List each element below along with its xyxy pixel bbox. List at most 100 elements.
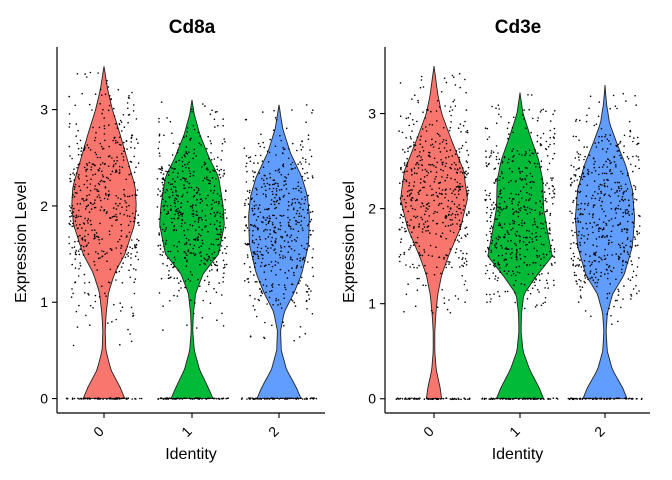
data-point bbox=[532, 152, 535, 155]
data-point bbox=[540, 144, 543, 146]
data-point bbox=[641, 397, 643, 400]
data-point bbox=[613, 161, 616, 163]
data-point bbox=[107, 194, 110, 196]
data-point bbox=[455, 150, 458, 152]
data-point bbox=[531, 152, 533, 155]
data-point bbox=[495, 397, 497, 400]
data-point bbox=[275, 206, 278, 209]
data-point bbox=[161, 169, 163, 172]
data-point bbox=[184, 180, 186, 182]
data-point bbox=[543, 191, 546, 193]
data-point bbox=[190, 186, 193, 189]
data-point bbox=[510, 192, 512, 195]
data-point bbox=[617, 207, 619, 210]
data-point bbox=[131, 134, 134, 137]
data-point bbox=[598, 218, 601, 221]
data-point bbox=[450, 167, 453, 170]
data-point bbox=[410, 205, 412, 207]
data-point bbox=[638, 290, 640, 292]
data-point bbox=[536, 254, 538, 257]
data-point bbox=[600, 236, 603, 238]
data-point bbox=[161, 228, 164, 231]
data-point bbox=[178, 159, 180, 162]
data-point bbox=[508, 397, 510, 400]
data-point bbox=[159, 226, 161, 228]
data-point bbox=[458, 156, 461, 159]
data-point bbox=[636, 292, 638, 295]
data-point bbox=[553, 196, 555, 198]
data-point bbox=[449, 126, 452, 129]
data-point bbox=[68, 145, 71, 148]
data-point bbox=[487, 255, 490, 258]
data-point bbox=[162, 305, 164, 307]
data-point bbox=[164, 230, 166, 232]
data-point bbox=[223, 264, 226, 266]
data-point bbox=[591, 197, 593, 200]
data-point bbox=[201, 398, 203, 400]
data-point bbox=[274, 240, 277, 243]
data-point bbox=[545, 140, 548, 143]
data-point bbox=[543, 256, 545, 259]
data-point bbox=[526, 167, 528, 169]
data-point bbox=[127, 255, 129, 257]
data-point bbox=[544, 221, 547, 223]
data-point bbox=[495, 145, 498, 147]
data-point bbox=[253, 207, 256, 210]
data-point bbox=[573, 242, 575, 244]
data-point bbox=[299, 280, 301, 282]
data-point bbox=[600, 128, 603, 130]
data-point bbox=[221, 312, 223, 315]
data-point bbox=[130, 136, 133, 138]
data-point bbox=[484, 272, 487, 275]
data-point bbox=[412, 119, 414, 121]
data-point bbox=[603, 179, 605, 181]
data-point bbox=[140, 397, 143, 400]
violin-2 bbox=[248, 104, 310, 400]
data-point bbox=[579, 153, 582, 156]
data-point bbox=[174, 168, 176, 170]
data-point bbox=[461, 185, 464, 188]
data-point bbox=[490, 220, 492, 223]
data-point bbox=[131, 239, 133, 241]
data-point bbox=[531, 240, 534, 243]
data-point bbox=[102, 175, 105, 178]
data-point bbox=[217, 397, 220, 400]
data-point bbox=[409, 136, 412, 138]
data-point bbox=[270, 270, 273, 272]
data-point bbox=[497, 206, 499, 208]
data-point bbox=[281, 237, 284, 239]
data-point bbox=[604, 258, 607, 260]
data-point bbox=[512, 131, 514, 134]
data-point bbox=[493, 182, 495, 184]
data-point bbox=[410, 245, 412, 247]
violin-points-2 bbox=[567, 92, 643, 401]
data-point bbox=[451, 200, 454, 203]
data-point bbox=[195, 155, 197, 157]
data-point bbox=[70, 207, 72, 209]
data-point bbox=[123, 193, 125, 196]
data-point bbox=[225, 397, 227, 400]
data-point bbox=[124, 200, 126, 202]
data-point bbox=[288, 148, 290, 150]
data-point bbox=[169, 166, 172, 168]
data-point bbox=[553, 192, 555, 194]
data-point bbox=[201, 219, 203, 221]
data-point bbox=[463, 283, 466, 286]
data-point bbox=[518, 201, 520, 203]
data-point bbox=[529, 197, 531, 200]
data-point bbox=[535, 239, 538, 241]
data-point bbox=[248, 157, 250, 159]
data-point bbox=[253, 251, 256, 253]
data-point bbox=[579, 221, 582, 223]
data-point bbox=[579, 183, 582, 186]
data-point bbox=[544, 287, 546, 289]
data-point bbox=[111, 321, 113, 323]
data-point bbox=[191, 108, 193, 111]
data-point bbox=[442, 170, 445, 172]
data-point bbox=[442, 139, 445, 141]
data-point bbox=[262, 141, 265, 144]
data-point bbox=[466, 289, 468, 292]
data-point bbox=[193, 398, 196, 400]
data-point bbox=[462, 257, 464, 259]
data-point bbox=[435, 246, 437, 248]
